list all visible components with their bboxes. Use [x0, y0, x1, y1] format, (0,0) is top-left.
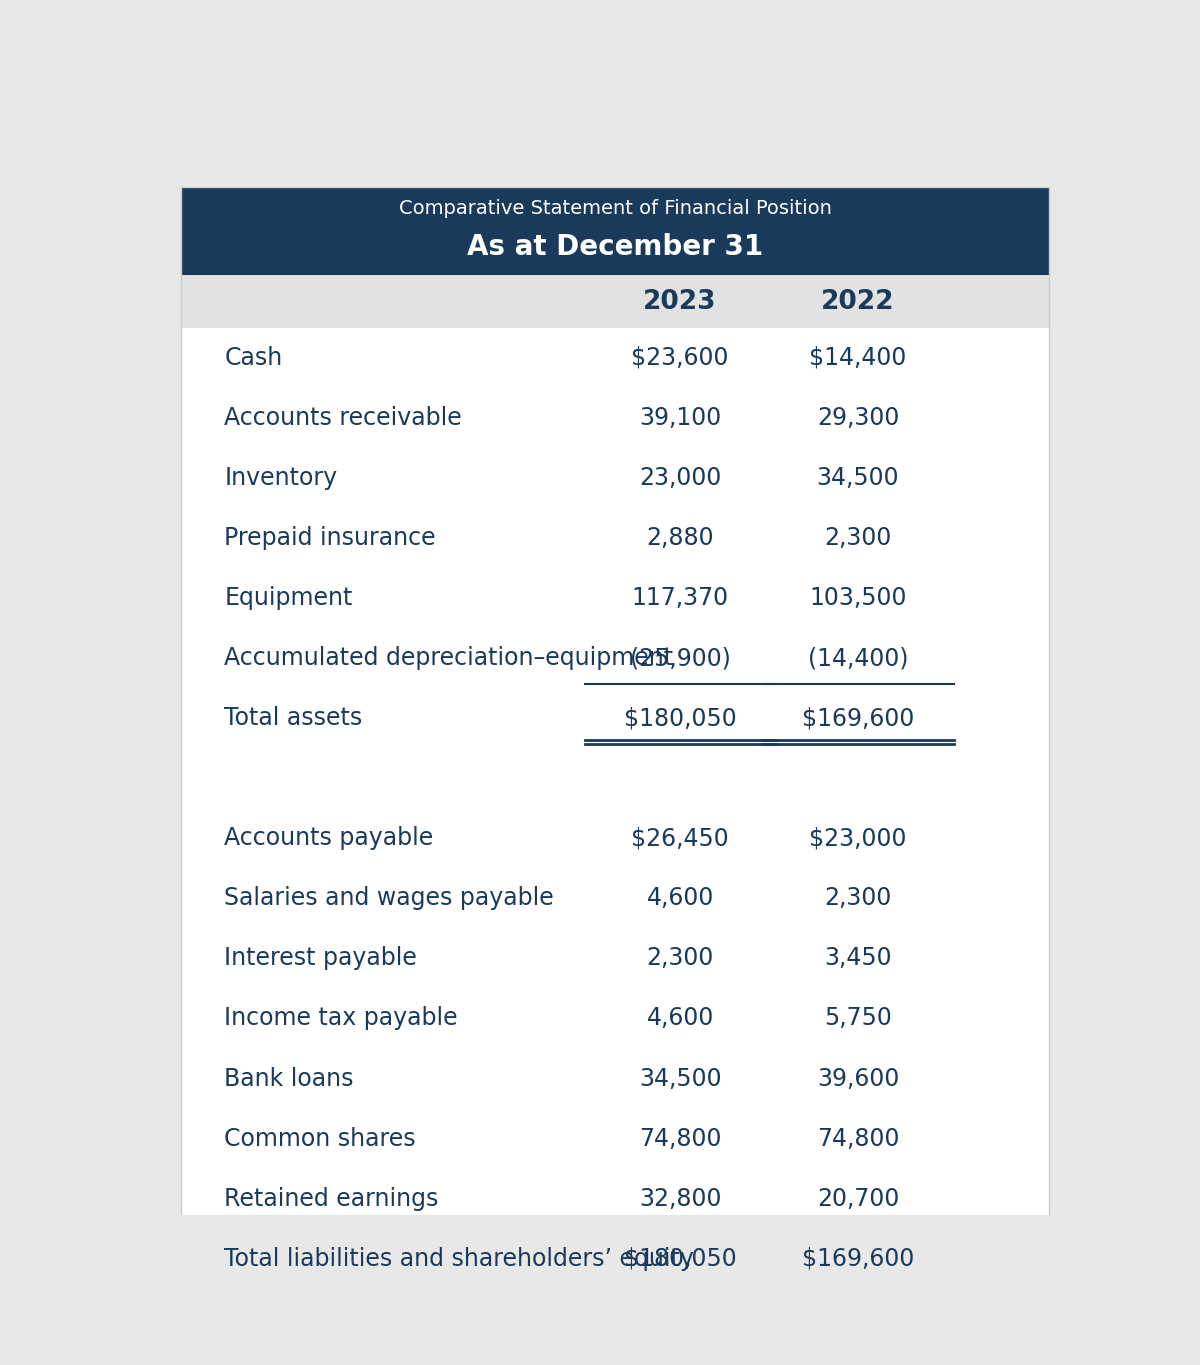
- Text: 117,370: 117,370: [631, 586, 728, 610]
- Text: 3,450: 3,450: [824, 946, 892, 971]
- Text: 2,300: 2,300: [824, 526, 892, 550]
- Text: $26,450: $26,450: [631, 826, 728, 850]
- Text: 4,600: 4,600: [647, 1006, 714, 1031]
- Text: 20,700: 20,700: [817, 1186, 899, 1211]
- Text: 74,800: 74,800: [638, 1126, 721, 1151]
- Text: Cash: Cash: [224, 345, 283, 370]
- Text: 2023: 2023: [643, 288, 716, 314]
- Text: Bank loans: Bank loans: [224, 1066, 354, 1091]
- Text: Accounts payable: Accounts payable: [224, 826, 433, 850]
- Text: 5,750: 5,750: [824, 1006, 892, 1031]
- Text: 34,500: 34,500: [638, 1066, 721, 1091]
- Text: $169,600: $169,600: [802, 706, 914, 730]
- Text: Common shares: Common shares: [224, 1126, 416, 1151]
- Bar: [181, 187, 1049, 276]
- Text: $180,050: $180,050: [624, 706, 737, 730]
- Text: 23,000: 23,000: [638, 465, 721, 490]
- Text: $169,600: $169,600: [802, 1246, 914, 1271]
- Text: (25,900): (25,900): [630, 646, 731, 670]
- Text: Accounts receivable: Accounts receivable: [224, 405, 462, 430]
- Text: 2022: 2022: [821, 288, 895, 314]
- Text: Prepaid insurance: Prepaid insurance: [224, 526, 436, 550]
- Text: Accumulated depreciation–equipment: Accumulated depreciation–equipment: [224, 646, 673, 670]
- Text: (14,400): (14,400): [808, 646, 908, 670]
- Text: 34,500: 34,500: [817, 465, 899, 490]
- Text: Income tax payable: Income tax payable: [224, 1006, 458, 1031]
- Text: $23,600: $23,600: [631, 345, 728, 370]
- Text: 32,800: 32,800: [638, 1186, 721, 1211]
- Text: Total liabilities and shareholders’ equity: Total liabilities and shareholders’ equi…: [224, 1246, 695, 1271]
- Text: 2,300: 2,300: [647, 946, 714, 971]
- Text: Equipment: Equipment: [224, 586, 353, 610]
- Text: 74,800: 74,800: [817, 1126, 899, 1151]
- Text: As at December 31: As at December 31: [467, 233, 763, 261]
- Text: $180,050: $180,050: [624, 1246, 737, 1271]
- Text: 4,600: 4,600: [647, 886, 714, 910]
- Text: Total assets: Total assets: [224, 706, 362, 730]
- Bar: [181, 276, 1049, 328]
- Text: $14,400: $14,400: [809, 345, 907, 370]
- Text: 29,300: 29,300: [817, 405, 899, 430]
- Text: Inventory: Inventory: [224, 465, 337, 490]
- Text: 103,500: 103,500: [809, 586, 907, 610]
- Text: Retained earnings: Retained earnings: [224, 1186, 439, 1211]
- Text: Comparative Statement of Financial Position: Comparative Statement of Financial Posit…: [398, 199, 832, 218]
- Text: Interest payable: Interest payable: [224, 946, 418, 971]
- Text: Salaries and wages payable: Salaries and wages payable: [224, 886, 554, 910]
- Text: 2,880: 2,880: [647, 526, 714, 550]
- Text: $23,000: $23,000: [809, 826, 907, 850]
- Text: 2,300: 2,300: [824, 886, 892, 910]
- Text: 39,100: 39,100: [638, 405, 721, 430]
- Text: 39,600: 39,600: [817, 1066, 899, 1091]
